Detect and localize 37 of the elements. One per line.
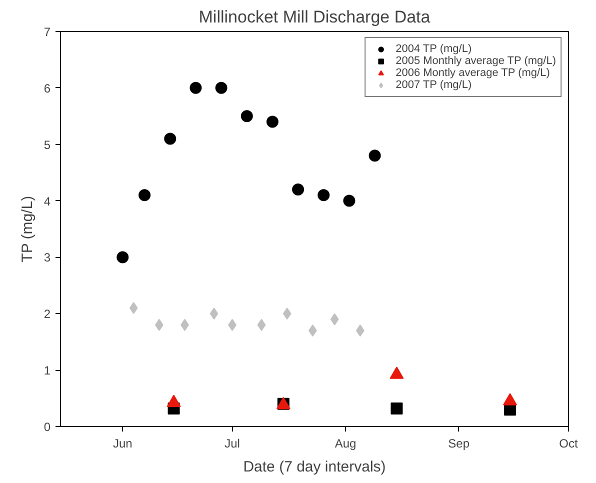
point (368, 150, 381, 162)
point (318, 189, 330, 202)
y-tick-label: 1 (44, 364, 51, 378)
x-tick-label: Sep (448, 436, 470, 450)
y-tick-label: 4 (44, 194, 51, 208)
point (190, 82, 202, 94)
x-tick-label: Aug (334, 436, 356, 450)
y-tick-label: 7 (44, 25, 51, 39)
point (266, 116, 278, 128)
point (210, 308, 218, 320)
point (330, 313, 339, 326)
x-tick-label: Jun (112, 436, 132, 450)
point (257, 318, 266, 331)
point (343, 194, 356, 207)
y-axis-title: TP (mg/L) (18, 196, 36, 262)
point (164, 132, 176, 145)
point (116, 251, 129, 264)
y-tick-label: 0 (44, 420, 51, 434)
x-tick-label: Oct (559, 436, 578, 450)
point (390, 402, 403, 414)
point (129, 302, 138, 314)
legend-label: 2007 TP (mg/L) (396, 79, 472, 91)
legend-label: 2005 Monthly average TP (mg/L) (396, 55, 556, 67)
y-tick-label: 6 (44, 81, 51, 96)
y-tick-label: 2 (44, 307, 51, 322)
point (138, 189, 151, 202)
point (215, 82, 228, 94)
y-tick-label: 5 (44, 138, 51, 152)
legend-label: 2006 Montly average TP (mg/L) (396, 67, 550, 79)
x-tick-label: Jul (224, 436, 240, 450)
chart-title: Millinocket Mill Discharge Data (198, 8, 431, 26)
point (240, 110, 253, 122)
point (282, 308, 292, 320)
x-axis-title: Date (7 day intervals) (243, 458, 386, 476)
legend-label: 2004 TP (mg/L) (396, 43, 472, 55)
point (292, 184, 304, 196)
y-tick-label: 3 (44, 250, 51, 265)
